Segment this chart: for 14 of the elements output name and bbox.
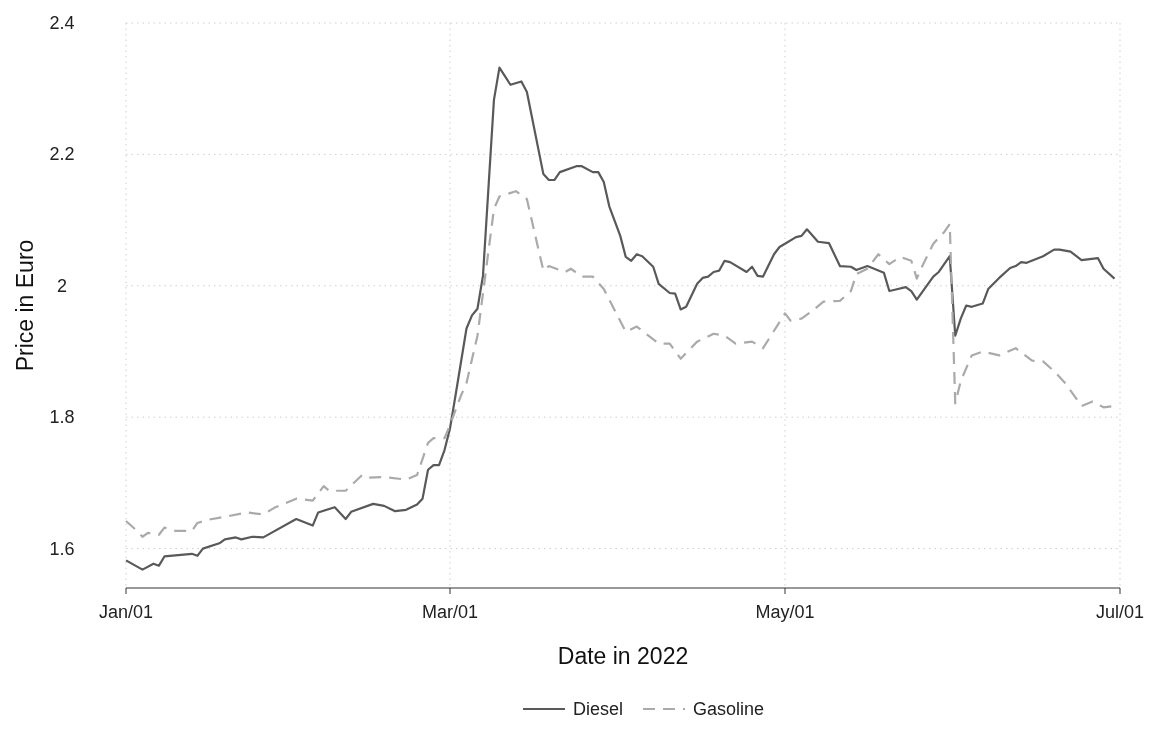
y-axis-title: Price in Euro xyxy=(12,239,38,372)
y-tick-label: 2.2 xyxy=(49,144,75,165)
x-axis-title: Date in 2022 xyxy=(557,643,689,669)
y-tick-label: 1.8 xyxy=(49,407,75,428)
x-tick-label: Mar/01 xyxy=(422,602,479,622)
y-tick-label: 2 xyxy=(56,275,68,296)
x-tick-label: Jul/01 xyxy=(1095,602,1145,622)
legend-label: Gasoline xyxy=(693,699,765,719)
y-tick-label: 1.6 xyxy=(49,538,75,559)
legend-label: Diesel xyxy=(573,699,624,719)
x-tick-label: Jan/01 xyxy=(98,602,154,622)
x-tick-label: May/01 xyxy=(755,602,815,622)
y-tick-label: 2.4 xyxy=(49,13,75,33)
line-series xyxy=(124,66,1116,571)
